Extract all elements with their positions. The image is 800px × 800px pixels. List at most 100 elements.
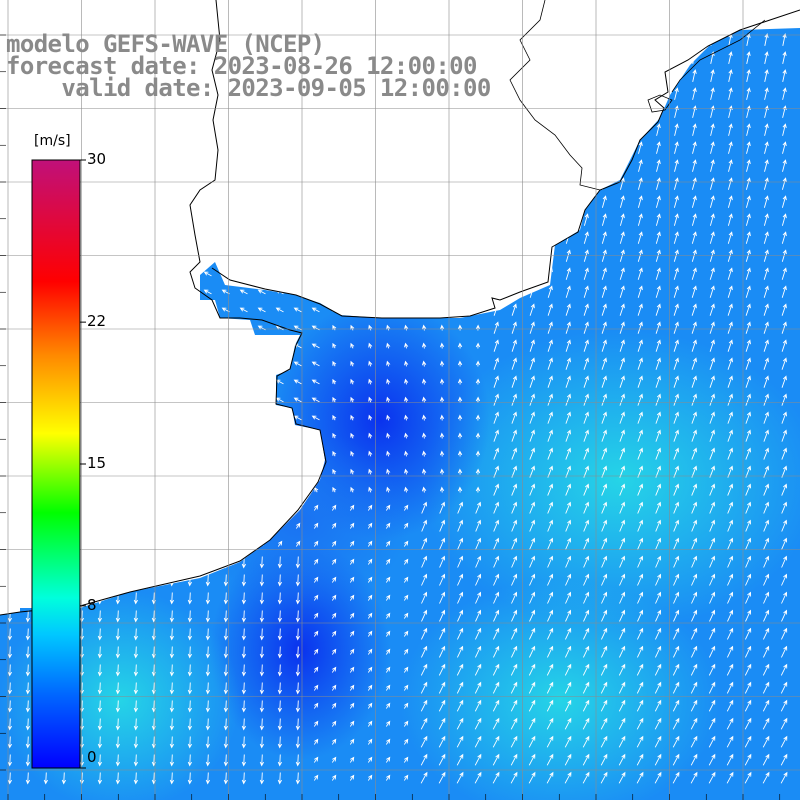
wind-arrow bbox=[493, 447, 499, 460]
wind-arrow bbox=[386, 450, 391, 457]
wind-arrow bbox=[133, 592, 138, 605]
wind-arrow bbox=[331, 666, 337, 673]
wind-arrow bbox=[457, 609, 464, 622]
wind-arrow bbox=[619, 573, 626, 586]
wind-arrow bbox=[583, 609, 590, 622]
wind-arrow bbox=[421, 573, 428, 586]
wind-arrow bbox=[421, 609, 428, 622]
wind-arrow bbox=[690, 717, 698, 730]
wind-arrow bbox=[583, 339, 589, 352]
wind-arrow bbox=[745, 177, 751, 190]
wind-arrow bbox=[367, 522, 373, 529]
wind-arrow bbox=[475, 486, 481, 493]
wind-arrow bbox=[583, 537, 590, 550]
wind-arrow bbox=[115, 664, 120, 677]
wind-arrow bbox=[331, 576, 337, 583]
wind-arrow bbox=[529, 609, 536, 622]
wind-arrow bbox=[511, 519, 518, 532]
wind-arrow bbox=[259, 718, 264, 731]
wind-arrow bbox=[25, 610, 30, 623]
wind-arrow bbox=[368, 450, 373, 457]
wind-arrow bbox=[475, 555, 482, 568]
wind-arrow bbox=[475, 342, 481, 349]
wind-arrow bbox=[511, 321, 517, 334]
wind-arrow bbox=[474, 753, 482, 766]
wind-arrow bbox=[655, 429, 661, 442]
wind-arrow bbox=[727, 501, 734, 514]
wind-arrow bbox=[600, 645, 608, 658]
wind-arrow bbox=[187, 592, 192, 605]
wind-arrow bbox=[169, 628, 174, 641]
wind-arrow bbox=[763, 285, 769, 298]
wind-arrow bbox=[672, 663, 680, 676]
wind-arrow bbox=[277, 540, 283, 547]
wind-arrow bbox=[313, 504, 319, 511]
wind-arrow bbox=[709, 555, 716, 568]
wind-arrow bbox=[115, 628, 120, 641]
wind-arrow bbox=[618, 627, 626, 640]
wind-arrow bbox=[619, 357, 625, 370]
wind-arrow bbox=[673, 537, 680, 550]
wind-arrow bbox=[565, 375, 571, 388]
wind-arrow bbox=[97, 646, 102, 659]
wind-arrow bbox=[745, 375, 751, 388]
wind-arrow bbox=[241, 574, 246, 587]
wind-arrow bbox=[311, 397, 320, 403]
wind-arrow bbox=[367, 702, 373, 709]
wind-arrow bbox=[764, 51, 769, 64]
wind-arrow bbox=[438, 645, 446, 658]
wind-arrow bbox=[709, 321, 715, 334]
wind-arrow bbox=[404, 342, 409, 349]
wind-arrow bbox=[673, 519, 680, 532]
wind-arrow bbox=[259, 646, 264, 659]
wind-arrow bbox=[277, 682, 282, 695]
wind-arrow bbox=[565, 483, 572, 496]
wind-arrow bbox=[385, 522, 391, 529]
wind-arrow bbox=[420, 753, 428, 766]
wind-arrow bbox=[744, 735, 752, 748]
wind-arrow bbox=[295, 754, 300, 767]
wind-arrow bbox=[492, 753, 500, 766]
wind-arrow bbox=[564, 645, 572, 658]
wind-arrow bbox=[547, 591, 554, 604]
wind-arrow bbox=[368, 432, 373, 439]
wind-arrow bbox=[583, 411, 589, 424]
wind-arrow bbox=[673, 609, 680, 622]
wind-arrow bbox=[564, 681, 572, 694]
wind-arrow bbox=[690, 753, 698, 766]
wind-arrow bbox=[295, 592, 300, 605]
wind-arrow bbox=[762, 699, 770, 712]
wind-arrow bbox=[257, 307, 266, 313]
wind-arrow bbox=[709, 429, 715, 442]
wind-arrow bbox=[547, 357, 553, 370]
wind-arrow bbox=[691, 411, 697, 424]
colorbar-tick-label: 0 bbox=[87, 748, 97, 766]
wind-arrow bbox=[528, 753, 536, 766]
wind-arrow bbox=[223, 718, 228, 731]
wind-arrow bbox=[726, 753, 734, 766]
wind-arrow bbox=[601, 213, 607, 226]
wind-arrow bbox=[223, 664, 228, 677]
wind-arrow bbox=[601, 195, 607, 208]
wind-arrow bbox=[295, 574, 300, 587]
wind-arrow bbox=[313, 594, 319, 601]
wind-arrow bbox=[582, 771, 590, 784]
wind-arrow bbox=[475, 573, 482, 586]
wind-arrow bbox=[762, 735, 770, 748]
wind-arrow bbox=[601, 537, 608, 550]
wind-arrow bbox=[600, 627, 608, 640]
wind-arrow bbox=[691, 393, 697, 406]
wind-arrow bbox=[385, 576, 391, 583]
wind-arrow bbox=[691, 537, 698, 550]
wind-arrow bbox=[601, 411, 607, 424]
lake-lagoon bbox=[647, 94, 673, 113]
wind-arrow bbox=[474, 699, 482, 712]
wind-arrow bbox=[438, 717, 446, 730]
wind-arrow bbox=[475, 414, 481, 421]
wind-arrow bbox=[547, 573, 554, 586]
wind-arrow bbox=[456, 663, 464, 676]
wind-arrow bbox=[277, 610, 282, 623]
wind-arrow bbox=[637, 519, 644, 532]
wind-arrow bbox=[583, 501, 590, 514]
wind-arrow bbox=[493, 555, 500, 568]
